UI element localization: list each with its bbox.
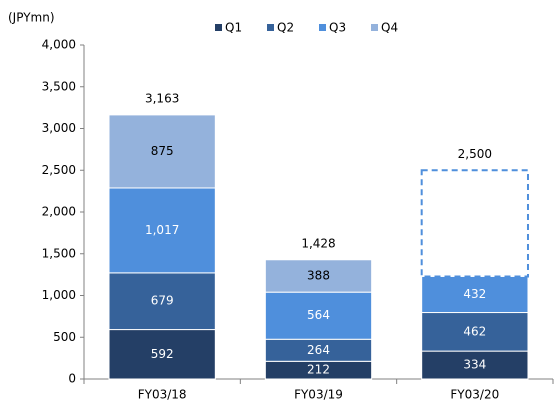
legend-label: Q1 (225, 21, 242, 35)
bar-segment (421, 312, 529, 352)
y-tick-label: 2,000 (42, 205, 76, 219)
legend-label: Q3 (329, 21, 346, 35)
bar-segment (264, 259, 373, 293)
bar-segment (108, 272, 216, 331)
total-label: 3,163 (145, 91, 179, 105)
total-label: 1,428 (301, 236, 335, 250)
x-tick-label: FY03/19 (294, 388, 343, 402)
x-tick-label: FY03/20 (450, 388, 499, 402)
data-label: 462 (463, 324, 486, 338)
data-label: 1,017 (145, 223, 179, 237)
bar-segment (108, 187, 216, 274)
bar-segment (264, 291, 373, 340)
y-tick-label: 3,000 (42, 121, 76, 135)
y-tick-label: 3,500 (42, 79, 76, 93)
bar-segment (108, 329, 216, 380)
y-tick-label: 2,500 (42, 163, 76, 177)
data-label: 212 (307, 363, 330, 377)
legend-label: Q2 (277, 21, 294, 35)
bar-segment (108, 114, 216, 189)
data-label: 875 (151, 144, 174, 158)
legend-swatch (267, 24, 274, 31)
data-label: 564 (307, 308, 330, 322)
data-label: 679 (151, 294, 174, 308)
legend-swatch (215, 24, 222, 31)
legend-label: Q4 (381, 21, 398, 35)
data-label: 388 (307, 268, 330, 282)
bar-segment (421, 275, 529, 314)
data-label: 334 (463, 358, 486, 372)
y-tick-label: 0 (68, 372, 76, 386)
bar-segment (421, 350, 529, 380)
legend-swatch (319, 24, 326, 31)
y-tick-label: 1,500 (42, 246, 76, 260)
x-tick-label: FY03/18 (138, 388, 187, 402)
y-tick-label: 500 (53, 330, 76, 344)
data-label: 264 (307, 343, 330, 357)
y-tick-label: 1,000 (42, 288, 76, 302)
y-axis-label: (JPYmn) (8, 11, 55, 25)
data-label: 592 (151, 347, 174, 361)
total-label: 2,500 (458, 147, 492, 161)
forecast-box (420, 169, 529, 278)
legend-swatch (371, 24, 378, 31)
data-label: 432 (463, 287, 486, 301)
y-tick-label: 4,000 (42, 38, 76, 52)
